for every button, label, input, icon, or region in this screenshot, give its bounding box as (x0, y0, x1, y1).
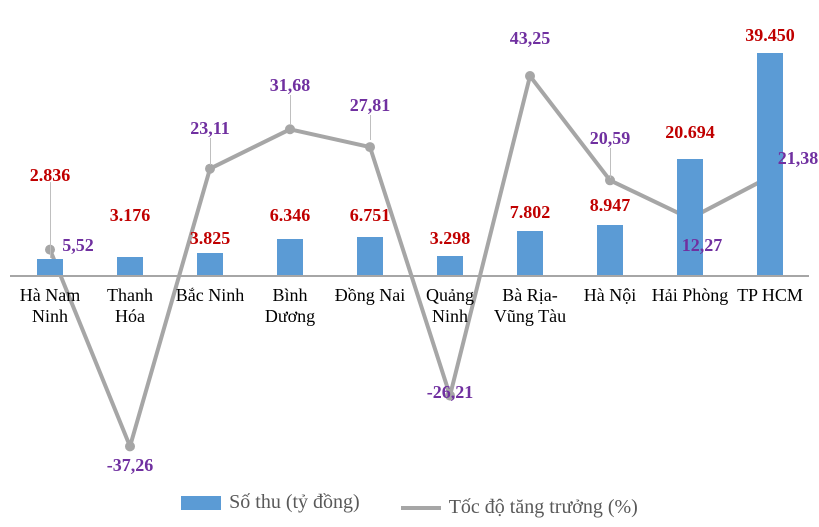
category-label: Bà Rịa-Vũng Tàu (487, 285, 573, 326)
leader-line (210, 138, 211, 165)
legend-swatch-bar (181, 496, 221, 510)
bar-value-label: 6.346 (255, 205, 325, 226)
bar (117, 257, 143, 275)
line-value-label: 5,52 (38, 235, 118, 256)
bar-value-label: 8.947 (575, 195, 645, 216)
legend-label-line: Tốc độ tăng trưởng (%) (449, 496, 638, 519)
bar-value-label: 3.176 (95, 205, 165, 226)
leader-line (610, 148, 611, 178)
line-value-label: 31,68 (250, 75, 330, 96)
line-value-label: -37,26 (90, 455, 170, 476)
legend: Số thu (tỷ đồng) Tốc độ tăng trưởng (%) (0, 491, 819, 519)
category-label: Đồng Nai (327, 285, 413, 306)
line-marker (125, 441, 135, 451)
category-label: QuảngNinh (407, 285, 493, 326)
bar-value-label: 39.450 (735, 25, 805, 46)
bar (517, 231, 543, 275)
bar-value-label: 7.802 (495, 202, 565, 223)
line-value-label: 20,59 (570, 128, 650, 149)
plot-area: 2.8365,52Hà NamNinh3.176-37,26ThanhHóa3.… (10, 10, 809, 460)
line-marker (205, 164, 215, 174)
category-label: ThanhHóa (87, 285, 173, 326)
line-marker (525, 71, 535, 81)
leader-line (290, 95, 291, 125)
bar-value-label: 2.836 (15, 165, 85, 186)
bar-value-label: 6.751 (335, 205, 405, 226)
line-value-label: 27,81 (330, 95, 410, 116)
bar (197, 253, 223, 275)
bar (277, 239, 303, 275)
bar (597, 225, 623, 275)
bar-value-label: 3.825 (175, 228, 245, 249)
category-label: Hải Phòng (647, 285, 733, 306)
category-label: TP HCM (727, 285, 813, 306)
bar (677, 159, 703, 275)
legend-swatch-line (401, 506, 441, 510)
bar (437, 256, 463, 275)
category-label: Hà Nội (567, 285, 653, 306)
line-value-label: 12,27 (662, 235, 742, 256)
category-label: BìnhDương (247, 285, 333, 326)
category-label: Hà NamNinh (7, 285, 93, 326)
line-value-label: 43,25 (490, 28, 570, 49)
bar (357, 237, 383, 275)
leader-line (370, 115, 371, 140)
legend-label-bar: Số thu (tỷ đồng) (229, 491, 360, 514)
bar-value-label: 20.694 (655, 122, 725, 143)
bar-value-label: 3.298 (415, 228, 485, 249)
line-marker (285, 124, 295, 134)
combo-chart: 2.836 5,52 Hà NamNinh 3.176 -37,26 ThanhHóa 3.… (0, 0, 819, 527)
category-label: Bắc Ninh (167, 285, 253, 306)
legend-item-line: Tốc độ tăng trưởng (%) (401, 496, 638, 519)
line-value-label: 21,38 (758, 148, 819, 169)
line-value-label: 23,11 (170, 118, 250, 139)
line-marker (365, 142, 375, 152)
legend-item-bar: Số thu (tỷ đồng) (181, 491, 360, 514)
line-value-label: -26,21 (410, 382, 490, 403)
bar (37, 259, 63, 275)
